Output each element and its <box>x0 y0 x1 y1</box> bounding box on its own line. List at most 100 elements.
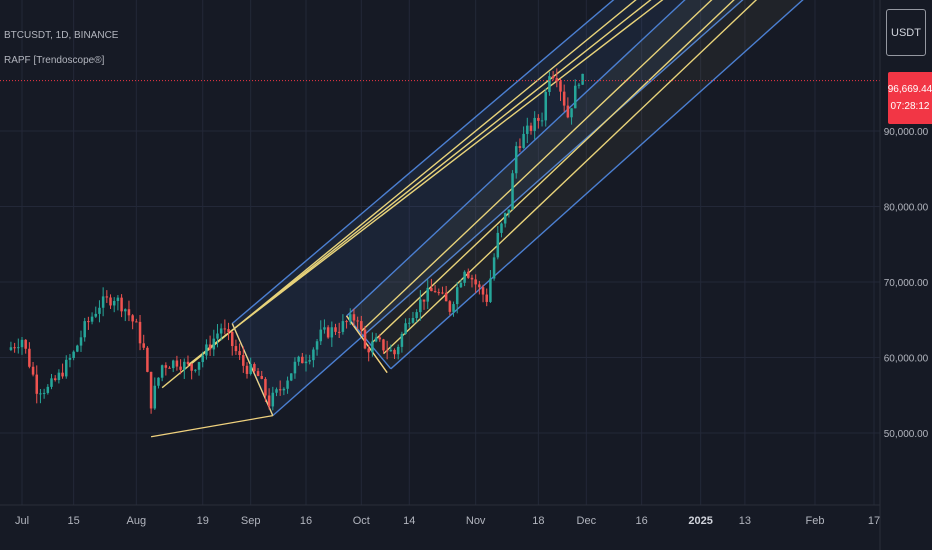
candle-body <box>404 323 407 334</box>
candle-body <box>245 365 249 374</box>
candle-body <box>39 393 42 395</box>
candle-body <box>548 76 551 93</box>
candle-body <box>526 125 529 134</box>
candle-body <box>234 346 238 352</box>
candle-body <box>334 327 337 332</box>
candle-body <box>168 367 171 369</box>
candle-body <box>90 316 94 322</box>
candle-body <box>341 321 345 332</box>
candle-body <box>253 364 256 372</box>
candle-body <box>581 73 584 85</box>
x-tick-label: 17 <box>868 515 880 527</box>
candle-body <box>186 361 190 364</box>
candle-body <box>297 356 300 362</box>
candle-body <box>537 117 540 121</box>
candle-body <box>507 209 511 214</box>
pitchfork-handle <box>346 315 388 373</box>
x-tick-label: 16 <box>300 515 312 527</box>
candle-body <box>455 287 459 305</box>
candle-body <box>120 297 123 312</box>
candle-body <box>160 365 164 378</box>
pitchfork-median-line <box>360 0 713 332</box>
candle-body <box>57 372 61 381</box>
candle-body <box>20 339 24 348</box>
candle-body <box>393 349 396 355</box>
candle-body <box>326 327 330 338</box>
candle-body <box>474 279 477 285</box>
currency-button[interactable]: USDT <box>886 9 926 56</box>
candle-body <box>522 133 525 148</box>
y-tick-label: 50,000.00 <box>884 429 929 440</box>
candle-body <box>419 299 422 313</box>
x-tick-label: Jul <box>15 515 29 527</box>
candle-body <box>577 84 581 86</box>
x-tick-label: 15 <box>68 515 80 527</box>
candle-body <box>31 366 35 375</box>
channel-fill <box>232 0 743 416</box>
pitchfork-upper-tine <box>346 0 686 317</box>
candle-body <box>17 347 20 349</box>
candle-body <box>514 146 518 174</box>
pitchfork-channels[interactable] <box>150 0 892 438</box>
candle-body <box>275 389 278 393</box>
candle-body <box>124 309 127 312</box>
currency-label: USDT <box>891 26 921 39</box>
x-tick-label: Oct <box>353 515 370 527</box>
candle-body <box>301 356 304 364</box>
x-tick-label: 2025 <box>688 515 712 527</box>
symbol-legend[interactable]: BTCUSDT, 1D, BINANCE <box>4 30 119 41</box>
candle-body <box>201 355 204 363</box>
candle-body <box>378 337 382 340</box>
candle-body <box>64 359 68 377</box>
x-tick-label: Feb <box>806 515 825 527</box>
candle-body <box>227 329 230 332</box>
candle-body <box>452 304 455 312</box>
candle-body <box>337 331 341 333</box>
pitchfork-handle <box>231 323 274 416</box>
x-tick-label: Nov <box>466 515 486 527</box>
candle-body <box>400 333 404 347</box>
candle-body <box>142 343 145 348</box>
candle-body <box>459 282 463 288</box>
candle-body <box>50 378 53 387</box>
candle-body <box>470 277 474 280</box>
candle-body <box>216 333 219 339</box>
pitchfork-median-line <box>205 0 664 351</box>
candle-body <box>238 351 241 356</box>
candle-body <box>223 328 227 330</box>
y-tick-label: 80,000.00 <box>884 203 929 214</box>
candle-body <box>544 92 548 121</box>
candle-body <box>426 287 429 302</box>
candle-body <box>330 327 334 338</box>
candle-body <box>448 301 452 312</box>
candle-body <box>98 307 101 314</box>
x-tick-label: Dec <box>577 515 597 527</box>
candle-body <box>164 365 168 368</box>
candle-body <box>492 257 496 279</box>
candle-body <box>319 329 323 342</box>
candle-body <box>83 321 86 338</box>
x-tick-label: Aug <box>127 515 147 527</box>
candle-body <box>408 322 411 324</box>
y-tick-label: 60,000.00 <box>884 354 929 365</box>
candle-body <box>171 360 175 369</box>
candle-body <box>489 278 492 302</box>
candle-body <box>396 346 400 355</box>
candle-body <box>271 392 275 407</box>
candle-body <box>109 297 112 306</box>
y-tick-label: 90,000.00 <box>884 127 929 138</box>
candle-body <box>79 337 83 346</box>
indicator-legend[interactable]: RAPF [Trendoscope®] <box>4 55 105 66</box>
candle-body <box>540 120 544 122</box>
time-axis[interactable]: Jul 15 Aug 19 Sep 16 Oct 14 Nov 18 Dec 16 2025 13 Feb 1… <box>15 515 880 527</box>
candle-body <box>278 389 282 391</box>
candle-body <box>496 232 500 258</box>
candle-body <box>356 320 359 322</box>
price-axis[interactable]: 50,000.00 60,000.00 70,000.00 80,000.00 90,0… <box>884 127 929 440</box>
candle-body <box>28 348 31 367</box>
candle-body <box>360 321 363 330</box>
candle-body <box>566 105 570 118</box>
candle-body <box>555 78 559 82</box>
candle-body <box>175 360 179 367</box>
